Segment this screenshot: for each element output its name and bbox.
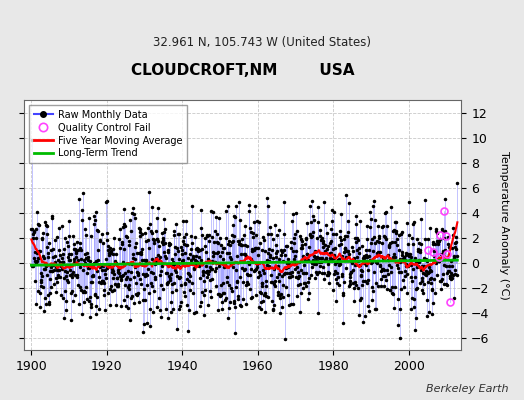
Title: CLOUDCROFT,NM        USA: CLOUDCROFT,NM USA <box>131 63 354 78</box>
Legend: Raw Monthly Data, Quality Control Fail, Five Year Moving Average, Long-Term Tren: Raw Monthly Data, Quality Control Fail, … <box>29 105 187 163</box>
Y-axis label: Temperature Anomaly (°C): Temperature Anomaly (°C) <box>499 151 509 300</box>
Text: Berkeley Earth: Berkeley Earth <box>426 384 508 394</box>
Text: 32.961 N, 105.743 W (United States): 32.961 N, 105.743 W (United States) <box>153 36 371 49</box>
